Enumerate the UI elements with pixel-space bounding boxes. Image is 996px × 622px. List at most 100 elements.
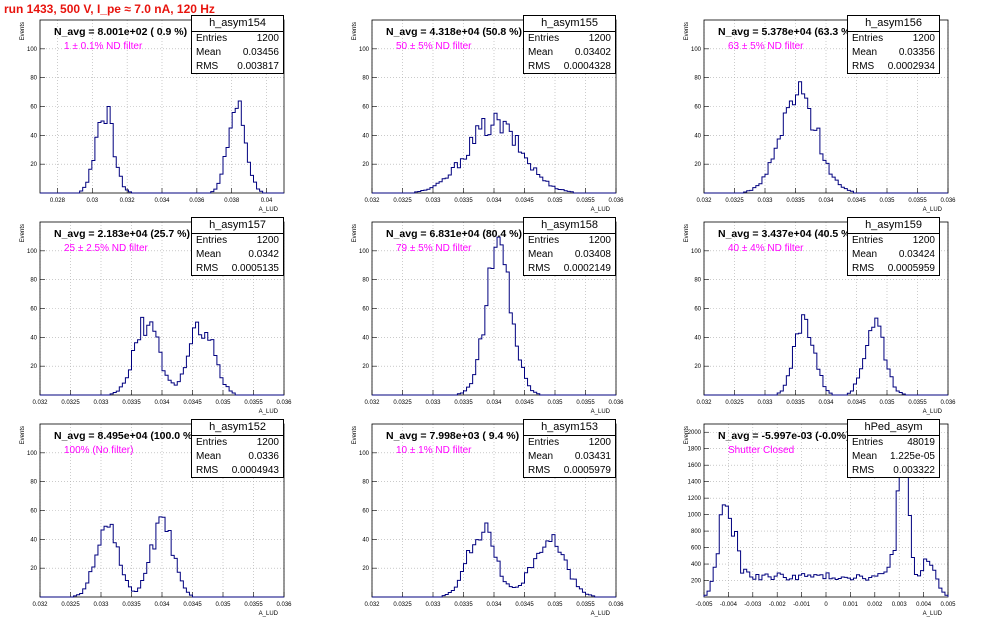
histogram-plot: 0.032 0.0325 0.033 0.0335 0.034 0.0345 0.035 0.…: [352, 221, 624, 415]
y-axis-label: Events: [352, 224, 358, 242]
x-tick-label: 0.028: [50, 198, 66, 204]
histogram-plot: 0.032 0.0325 0.033 0.0335 0.034 0.0345 0.035 0.…: [20, 221, 292, 415]
y-tick-label: 100: [27, 451, 38, 457]
x-tick-label: 0.036: [940, 400, 956, 406]
histogram-pad-h_asym155: 0.032 0.0325 0.033 0.0335 0.034 0.0345 0.035 0.…: [332, 12, 664, 214]
x-tick-label: 0.032: [364, 198, 380, 204]
y-tick-label: 1600: [688, 463, 702, 469]
stats-value: 0.0005135: [231, 263, 279, 274]
stats-key: Mean: [196, 451, 222, 462]
stats-row-entries: Entries 1200: [524, 234, 615, 248]
stats-row-rms: RMS 0.0005979: [524, 464, 615, 478]
x-tick-label: 0.036: [608, 602, 624, 608]
x-tick-label: 0.032: [696, 400, 712, 406]
histogram-pad-h_asym158: 0.032 0.0325 0.033 0.0335 0.034 0.0345 0.035 0.…: [332, 214, 664, 416]
y-tick-label: 40: [362, 335, 369, 341]
stats-row-rms: RMS 0.0004328: [524, 60, 615, 74]
x-axis-label: A_LUD: [259, 409, 279, 415]
y-tick-label: 1800: [688, 447, 702, 453]
stats-key: RMS: [528, 61, 551, 72]
x-tick-label: -0.003: [744, 602, 762, 608]
stats-box: h_asym152 Entries 1200 Mean 0.0336 RMS 0.00049…: [191, 419, 284, 478]
x-tick-label: 0.035: [547, 400, 563, 406]
y-tick-label: 1400: [688, 480, 702, 486]
y-tick-label: 600: [691, 546, 702, 552]
stats-key: RMS: [852, 465, 875, 476]
stats-row-mean: Mean 0.03408: [524, 248, 615, 262]
x-tick-label: 0.004: [916, 602, 932, 608]
x-tick-label: 0.034: [486, 400, 502, 406]
stats-key: Entries: [852, 235, 884, 246]
y-axis-label: Events: [352, 426, 358, 444]
y-tick-label: 40: [362, 537, 369, 543]
stats-value: 0.003322: [893, 465, 935, 476]
stats-value: 0.0005959: [887, 263, 935, 274]
x-tick-label: 0.0335: [454, 400, 473, 406]
x-tick-label: 0.0335: [786, 198, 805, 204]
x-tick-label: 0.0345: [847, 400, 866, 406]
filter-label: 1 ± 0.1% ND filter: [64, 41, 143, 52]
histogram-line: [372, 236, 616, 396]
y-axis-label: Events: [352, 22, 358, 40]
x-tick-label: 0.034: [154, 400, 170, 406]
x-axis-label: A_LUD: [923, 611, 943, 617]
x-tick-label: 0.035: [547, 602, 563, 608]
filter-label: 10 ± 1% ND filter: [396, 445, 472, 456]
y-axis-label: Events: [20, 22, 26, 40]
x-tick-label: -0.005: [695, 602, 713, 608]
y-tick-label: 80: [30, 278, 37, 284]
histogram-plot: 0.032 0.0325 0.033 0.0335 0.034 0.0345 0.035 0.…: [684, 221, 956, 415]
stats-box: hPed_asym Entries 48019 Mean 1.225e-05 RMS 0.0…: [847, 419, 940, 478]
filter-label: 63 ± 5% ND filter: [728, 41, 804, 52]
x-tick-label: 0.005: [940, 602, 956, 608]
stats-value: 1200: [256, 235, 279, 246]
x-tick-label: 0.0325: [393, 198, 412, 204]
stats-value: 1200: [912, 33, 935, 44]
histogram-pad-h_asym159: 0.032 0.0325 0.033 0.0335 0.034 0.0345 0.035 0.…: [664, 214, 996, 416]
y-tick-label: 40: [694, 133, 701, 139]
stats-row-entries: Entries 1200: [192, 436, 283, 450]
stats-value: 0.03456: [242, 47, 279, 58]
stats-row-rms: RMS 0.0005959: [848, 262, 939, 276]
x-tick-label: 0.0345: [515, 400, 534, 406]
y-tick-label: 100: [691, 249, 702, 255]
stats-row-entries: Entries 1200: [524, 436, 615, 450]
x-tick-label: 0.034: [154, 602, 170, 608]
stats-value: 48019: [907, 437, 935, 448]
navg-label: N_avg = 6.831e+04 (80.4 %): [386, 228, 523, 240]
x-tick-label: 0.034: [818, 400, 834, 406]
stats-value: 0.003817: [237, 61, 279, 72]
navg-label: N_avg = 8.495e+04 (100.0 %): [54, 430, 196, 442]
y-tick-label: 800: [691, 529, 702, 535]
histogram-plot: 0.032 0.0325 0.033 0.0335 0.034 0.0345 0.035 0.…: [20, 423, 292, 617]
stats-row-rms: RMS 0.003322: [848, 464, 939, 478]
stats-value: 1200: [256, 33, 279, 44]
y-tick-label: 80: [694, 76, 701, 82]
x-tick-label: -0.001: [793, 602, 811, 608]
y-axis-label: Events: [20, 426, 26, 444]
x-tick-label: 0.036: [189, 198, 205, 204]
histogram-pad-h_asym153: 0.032 0.0325 0.033 0.0335 0.034 0.0345 0.035 0.…: [332, 416, 664, 618]
x-tick-label: 0.032: [364, 602, 380, 608]
x-tick-label: 0.03: [86, 198, 98, 204]
navg-label: N_avg = -5.997e-03 (-0.0%): [718, 430, 850, 442]
stats-key: Entries: [528, 437, 560, 448]
stats-row-entries: Entries 1200: [524, 32, 615, 46]
x-tick-label: 0.032: [364, 400, 380, 406]
x-tick-label: 0.036: [608, 198, 624, 204]
histogram-pad-h_asym157: 0.032 0.0325 0.033 0.0335 0.034 0.0345 0.035 0.…: [0, 214, 332, 416]
x-tick-label: 0.002: [867, 602, 883, 608]
y-tick-label: 20: [694, 364, 701, 370]
x-tick-label: 0.0335: [454, 198, 473, 204]
x-tick-label: 0.0335: [122, 400, 141, 406]
stats-value: 0.03424: [898, 249, 935, 260]
histogram-pad-hPed_asym: -0.005 -0.004 -0.003 -0.002 -0.001 0 0.001 0.00…: [664, 416, 996, 618]
navg-label: N_avg = 7.998e+03 ( 9.4 %): [386, 430, 520, 442]
histogram-plot: 0.028 0.03 0.032 0.034 0.036 0.038 0.04 20 40 60 8…: [20, 19, 285, 213]
stats-row-mean: Mean 0.03402: [524, 46, 615, 60]
histogram-line: [704, 81, 948, 194]
y-tick-label: 80: [30, 480, 37, 486]
histogram-line: [372, 112, 616, 194]
stats-key: Entries: [196, 33, 228, 44]
x-tick-label: 0.038: [224, 198, 240, 204]
